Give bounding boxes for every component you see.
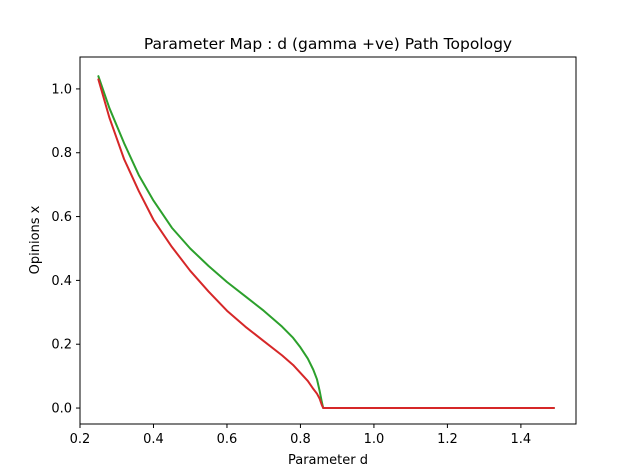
- y-tick-label: 0.8: [51, 146, 72, 161]
- y-tick-label: 0.2: [51, 338, 72, 353]
- series-layer: [97, 75, 555, 410]
- y-tick-label: 0.0: [51, 402, 72, 417]
- x-tick-label: 0.6: [217, 432, 238, 447]
- x-tick-label: 1.0: [364, 432, 385, 447]
- series-line-2: [97, 78, 555, 410]
- y-tick-label: 1.0: [51, 82, 72, 97]
- x-tick-label: 1.2: [437, 432, 458, 447]
- x-axis-label: Parameter d: [288, 453, 368, 468]
- plot-frame: [79, 56, 577, 425]
- x-tick-label: 0.4: [143, 432, 164, 447]
- y-tick-label: 0.4: [51, 274, 72, 289]
- x-axis-ticks: 0.2 0.4 0.6 0.8 1.0 1.2 1.4: [70, 424, 532, 447]
- y-axis-ticks: 0.0 0.2 0.4 0.6 0.8 1.0: [51, 82, 80, 417]
- x-tick-label: 0.8: [290, 432, 311, 447]
- x-tick-label: 0.2: [70, 432, 91, 447]
- y-tick-label: 0.6: [51, 210, 72, 225]
- y-axis-label: Opinions x: [28, 205, 43, 274]
- chart-title: Parameter Map : d (gamma +ve) Path Topol…: [144, 35, 512, 53]
- x-tick-label: 1.4: [511, 432, 532, 447]
